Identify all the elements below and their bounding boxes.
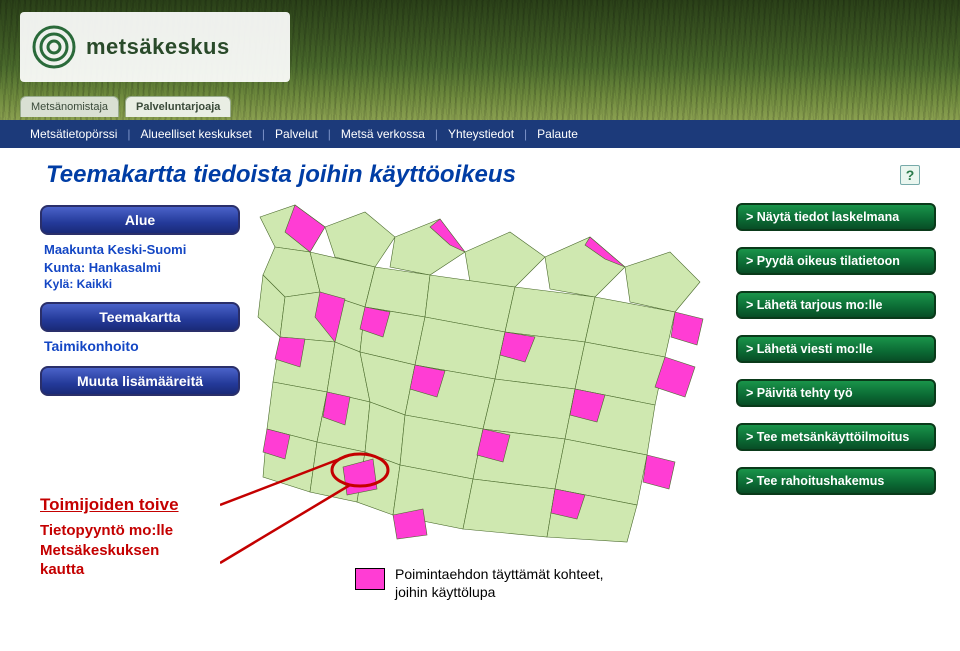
- alue-pill[interactable]: Alue: [40, 205, 240, 235]
- theme-map[interactable]: [255, 197, 715, 547]
- muuta-pill[interactable]: Muuta lisämääreitä: [40, 366, 240, 396]
- header-tabs: Metsänomistaja Palveluntarjoaja: [20, 96, 231, 117]
- tab-metsanomistaja[interactable]: Metsänomistaja: [20, 96, 119, 117]
- help-icon[interactable]: ?: [900, 165, 920, 185]
- action-nayta-laskelmana[interactable]: > Näytä tiedot laskelmana: [736, 203, 936, 231]
- title-row: Teemakartta tiedoista joihin käyttöoikeu…: [40, 158, 920, 192]
- right-actions: > Näytä tiedot laskelmana > Pyydä oikeus…: [736, 203, 936, 495]
- callout-title: Toimijoiden toive: [40, 495, 240, 515]
- action-rahoitushakemus[interactable]: > Tee rahoitushakemus: [736, 467, 936, 495]
- action-metsakayttoilmoitus[interactable]: > Tee metsänkäyttöilmoitus: [736, 423, 936, 451]
- logo-text: metsäkeskus: [86, 34, 230, 60]
- callout-line: kautta: [40, 560, 240, 580]
- region-info: Maakunta Keski-Suomi Kunta: Hankasalmi K…: [40, 237, 240, 302]
- action-laheta-tarjous[interactable]: > Lähetä tarjous mo:lle: [736, 291, 936, 319]
- page-title: Teemakartta tiedoista joihin käyttöoikeu…: [46, 161, 516, 188]
- legend: Poimintaehdon täyttämät kohteet, joihin …: [355, 565, 604, 601]
- navbar: Metsätietopörssi| Alueelliset keskukset|…: [0, 120, 960, 148]
- callout-line: Metsäkeskuksen: [40, 541, 240, 561]
- page-root: metsäkeskus Metsänomistaja Palveluntarjo…: [0, 0, 960, 651]
- nav-item[interactable]: Alueelliset keskukset: [131, 127, 262, 141]
- tab-palveluntarjoaja[interactable]: Palveluntarjoaja: [125, 96, 231, 117]
- action-pyyda-oikeus[interactable]: > Pyydä oikeus tilatietoon: [736, 247, 936, 275]
- logo-icon: [32, 25, 76, 69]
- taimikonhoito-label: Taimikonhoito: [40, 334, 240, 366]
- legend-line: joihin käyttölupa: [395, 583, 604, 601]
- content: Alue Maakunta Keski-Suomi Kunta: Hankasa…: [0, 195, 960, 651]
- action-laheta-viesti[interactable]: > Lähetä viesti mo:lle: [736, 335, 936, 363]
- nav-item[interactable]: Metsä verkossa: [331, 127, 435, 141]
- nav-item[interactable]: Palvelut: [265, 127, 328, 141]
- header-banner: metsäkeskus Metsänomistaja Palveluntarjo…: [0, 0, 960, 120]
- nav-item[interactable]: Palaute: [527, 127, 588, 141]
- map-svg: [255, 197, 715, 547]
- teemakartta-pill[interactable]: Teemakartta: [40, 302, 240, 332]
- legend-text: Poimintaehdon täyttämät kohteet, joihin …: [395, 565, 604, 601]
- action-paivita-tyo[interactable]: > Päivitä tehty työ: [736, 379, 936, 407]
- legend-swatch: [355, 568, 385, 590]
- callout-line: Tietopyyntö mo:lle: [40, 521, 240, 541]
- logo: metsäkeskus: [20, 12, 290, 82]
- legend-line: Poimintaehdon täyttämät kohteet,: [395, 565, 604, 583]
- nav-item[interactable]: Metsätietopörssi: [20, 127, 127, 141]
- maakunta-line: Maakunta Keski-Suomi: [44, 241, 238, 259]
- nav-item[interactable]: Yhteystiedot: [438, 127, 524, 141]
- left-panel: Alue Maakunta Keski-Suomi Kunta: Hankasa…: [40, 205, 240, 398]
- kyla-line: Kylä: Kaikki: [44, 276, 238, 292]
- callout: Toimijoiden toive Tietopyyntö mo:lle Met…: [40, 495, 240, 580]
- callout-body: Tietopyyntö mo:lle Metsäkeskuksen kautta: [40, 521, 240, 580]
- kunta-line: Kunta: Hankasalmi: [44, 259, 238, 277]
- page-title-box: Teemakartta tiedoista joihin käyttöoikeu…: [40, 159, 522, 191]
